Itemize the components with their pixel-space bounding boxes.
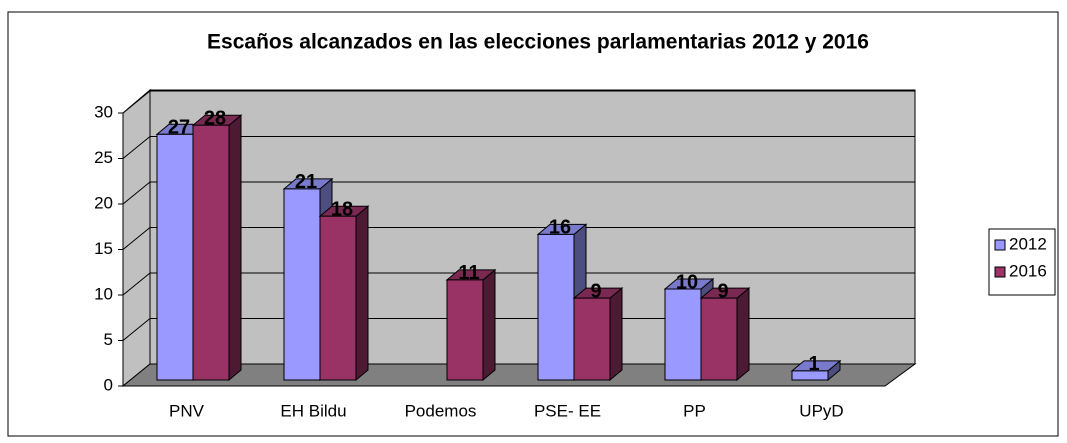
grid-line: [122, 227, 151, 250]
bar: [791, 370, 829, 381]
bar-side: [482, 268, 496, 382]
data-label: 18: [331, 198, 353, 220]
grid-line: [122, 318, 151, 341]
bar: [192, 124, 230, 381]
legend-label: 2016: [1009, 261, 1047, 280]
legend-swatch: [994, 266, 1006, 278]
y-tick-label: 10: [94, 284, 113, 303]
chart-title: Escaños alcanzados en las elecciones par…: [207, 31, 869, 54]
data-label: 11: [458, 262, 479, 284]
y-tick-label: 15: [94, 239, 113, 258]
y-tick-label: 30: [94, 102, 113, 121]
y-tick-label: 25: [94, 148, 113, 167]
data-label: 21: [295, 171, 317, 193]
bar-side: [228, 114, 242, 382]
x-tick-label: EH Bildu: [280, 401, 346, 420]
y-tick-label: 20: [94, 193, 113, 212]
grid-line: [122, 181, 151, 205]
data-label: 9: [590, 280, 601, 302]
data-label: 1: [808, 353, 819, 375]
x-tick-label: PP: [683, 401, 706, 420]
bar: [446, 279, 484, 381]
y-tick-label: 0: [104, 375, 113, 394]
x-tick-label: PSE- EE: [534, 401, 601, 420]
x-tick-label: PNV: [169, 401, 205, 420]
data-label: 16: [549, 217, 571, 239]
x-tick-label: Podemos: [405, 401, 477, 420]
grid-line: [122, 136, 151, 159]
bar: [283, 188, 321, 381]
bar: [156, 133, 194, 381]
data-label: 27: [168, 117, 190, 139]
grid-line: [122, 90, 151, 114]
bar-side: [355, 205, 369, 382]
data-label: 10: [676, 271, 698, 293]
bar: [573, 297, 611, 381]
legend-label: 2012: [1009, 234, 1047, 253]
data-label: 9: [717, 280, 728, 302]
data-label: 28: [204, 107, 226, 129]
y-tick-label: 5: [104, 330, 113, 349]
bar-side: [736, 287, 750, 382]
x-tick-label: UPyD: [799, 401, 843, 420]
bar: [664, 288, 702, 381]
bar-side: [609, 287, 623, 382]
bar: [319, 215, 357, 381]
legend-swatch: [994, 239, 1006, 251]
grid-line: [122, 272, 151, 296]
legend-box: [988, 228, 1056, 296]
bar: [700, 297, 738, 381]
bar: [537, 233, 575, 381]
